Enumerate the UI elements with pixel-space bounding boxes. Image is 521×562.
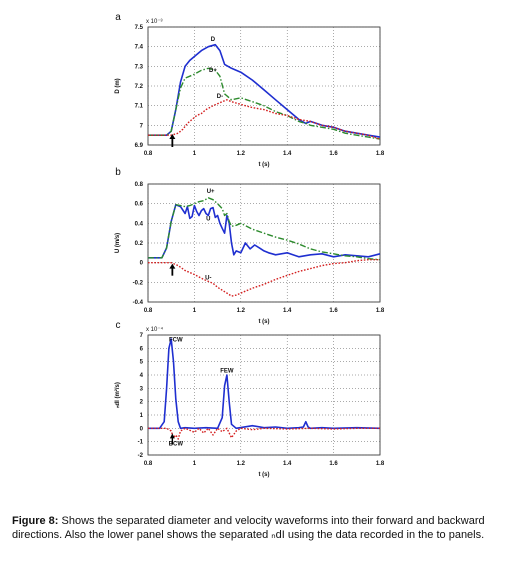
panel-b-ytick-label: 0.8: [135, 182, 144, 188]
panel-c-annotation: FCW: [169, 338, 183, 344]
panel-c-ytick-label: -1: [138, 440, 144, 446]
panel-b-series-line: [148, 259, 380, 297]
panel-a-xtick-label: 1: [193, 151, 197, 157]
panel-b-xlabel: t (s): [259, 319, 270, 325]
panel-a-xtick-label: 1.8: [376, 151, 385, 157]
panel-a-xtick-label: 1.2: [237, 151, 246, 157]
panel-a-xtick-label: 1.6: [329, 151, 338, 157]
panel-a-annotation: D: [211, 37, 216, 43]
panel-a-ytick-label: 7: [140, 123, 144, 129]
panel-b-letter: b: [115, 167, 121, 178]
panel-c-xlabel: t (s): [259, 472, 270, 478]
panel-b-onset-arrowhead: [169, 263, 176, 269]
panel-a-annotation: D+: [209, 68, 217, 74]
panel-c-ytick-label: 4: [140, 373, 144, 379]
panel-a-series-line: [148, 43, 381, 138]
panel-c-xtick-label: 1.4: [283, 461, 292, 467]
panel-c-ytick-label: -2: [138, 453, 144, 459]
panel-b-frame: [147, 183, 381, 303]
panel-c-series-line: [148, 427, 380, 440]
panel-a-ytick-label: 6.9: [135, 143, 144, 149]
panel-c-xtick-label: 1.8: [376, 461, 385, 467]
figure-caption-text: Shows the separated diameter and velocit…: [12, 515, 485, 541]
panel-c-ytick-label: 1: [140, 413, 144, 419]
panel-c-ytick-label: 2: [140, 400, 144, 406]
panel-a-frame: [147, 26, 381, 146]
panel-c-annotation: BCW: [169, 442, 184, 448]
panel-c-xtick-label: 1.2: [237, 461, 246, 467]
panel-b-xtick-label: 1: [193, 308, 197, 314]
panel-c-onset-arrowhead: [169, 433, 175, 439]
panel-a-ytick-label: 7.5: [135, 25, 144, 31]
panel-b-annotation: U: [206, 216, 210, 222]
panel-c-xtick-label: 1.6: [329, 461, 338, 467]
panel-a-xtick-label: 0.8: [144, 151, 153, 157]
panel-b-ylabel: U (m/s): [115, 233, 121, 253]
panel-c-frame: [147, 334, 381, 456]
panel-b-xtick-label: 1.2: [237, 308, 246, 314]
panel-c-ytick-label: 3: [140, 386, 144, 392]
panel-c-series-line: [148, 338, 381, 430]
panel-c-ytick-label: 7: [140, 333, 144, 339]
panel-b-annotation: U+: [207, 189, 215, 195]
panel-c-xtick-label: 1: [193, 461, 197, 467]
panel-b-ytick-label: 0.4: [135, 221, 144, 227]
panel-a-ylabel: D (m): [115, 78, 121, 93]
panel-b-ytick-label: -0.4: [133, 300, 144, 306]
panel-c-ytick-label: 6: [140, 346, 144, 352]
panel-a-xlabel: t (s): [259, 162, 270, 168]
panel-b-xtick-label: 1.6: [329, 308, 338, 314]
panel-a-exponent-label: x 10⁻³: [146, 19, 163, 25]
panel-a-ytick-label: 7.2: [135, 84, 144, 90]
panel-c-ytick-label: 5: [140, 360, 144, 366]
panel-a-ytick-label: 7.1: [135, 104, 144, 110]
panel-a-onset-arrowhead: [169, 134, 176, 139]
panel-a-ytick-label: 7.4: [135, 45, 144, 51]
panel-b-ytick-label: -0.2: [133, 280, 144, 286]
panel-b-xtick-label: 1.8: [376, 308, 385, 314]
panel-a-xtick-label: 1.4: [283, 151, 292, 157]
panel-b-ytick-label: 0: [140, 261, 144, 267]
panel-a-letter: a: [115, 12, 121, 23]
panel-a-ytick-label: 7.3: [135, 64, 144, 70]
panel-c-letter: c: [116, 320, 121, 331]
panel-b-series-line: [148, 203, 381, 259]
panel-a-annotation: D-: [217, 94, 223, 100]
panel-b-ytick-label: 0.2: [135, 241, 144, 247]
panel-c-xtick-label: 0.8: [144, 461, 153, 467]
figure-caption-label: Figure 8:: [12, 515, 59, 527]
panel-c-exponent-label: x 10⁻⁴: [146, 326, 164, 333]
panel-b-series-line: [148, 197, 381, 261]
panel-b-ytick-label: 0.6: [135, 202, 144, 208]
panel-b-xtick-label: 1.4: [283, 308, 292, 314]
figure-caption: Figure 8: Shows the separated diameter a…: [12, 514, 504, 542]
panel-b-annotation: U-: [205, 275, 211, 281]
panel-c-ylabel: ₙdI (m²/s): [114, 382, 121, 408]
panel-c-annotation: FEW: [220, 368, 234, 374]
panel-b-xtick-label: 0.8: [144, 308, 153, 314]
panel-c-ytick-label: 0: [140, 426, 144, 432]
panel-a-series-line: [148, 67, 381, 140]
figure-canvas: a 0.8 1 1.2 1.4 1.6 1.8 6.9 7 7.1 7.2 7.3 7.4 7.5 t (s…: [114, 12, 385, 478]
